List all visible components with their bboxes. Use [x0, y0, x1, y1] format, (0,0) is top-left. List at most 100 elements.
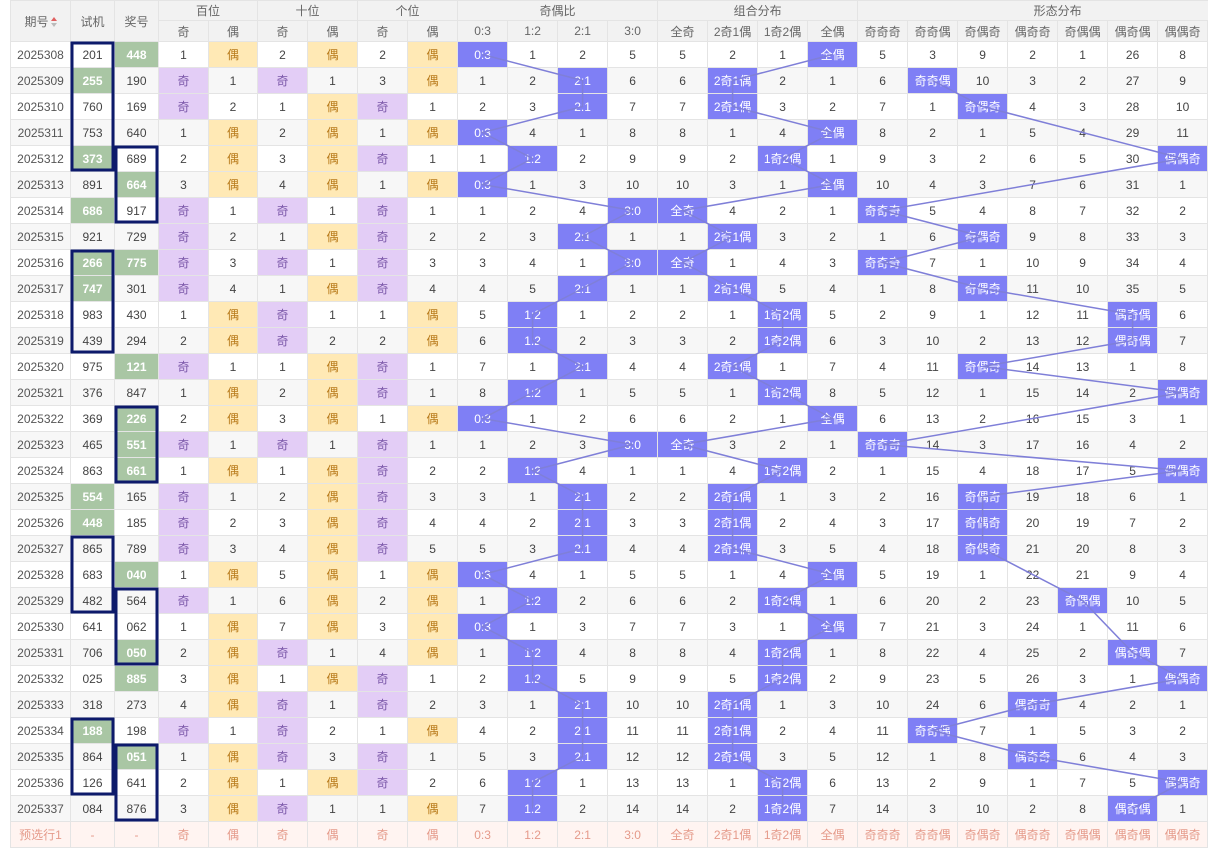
- data-cell: 1: [407, 93, 459, 120]
- data-cell: 14: [657, 795, 709, 822]
- period-cell: 2025313: [10, 171, 71, 198]
- prize-number-cell: 040: [114, 561, 159, 588]
- data-cell: 3: [957, 171, 1009, 198]
- data-cell: 1: [357, 301, 409, 328]
- prediction-option-cell[interactable]: 偶: [207, 821, 259, 848]
- data-cell: 27: [1107, 67, 1159, 94]
- period-header[interactable]: 期号: [10, 0, 71, 42]
- data-cell: 1: [707, 249, 759, 276]
- data-cell: 19: [907, 561, 959, 588]
- prediction-option-cell[interactable]: 奇偶奇: [957, 821, 1009, 848]
- prediction-option-cell[interactable]: 偶奇偶: [1107, 821, 1159, 848]
- data-cell: 9: [857, 145, 909, 172]
- prediction-test-cell[interactable]: -: [70, 821, 115, 848]
- data-cell: 偶: [407, 795, 459, 822]
- data-cell: 偶: [207, 145, 259, 172]
- table-row: 2025327 865 789 奇 3 4 偶奇 5 5 3 2:1 4 4 2奇1偶 3 5 4 18 奇偶奇 21…: [10, 535, 1208, 562]
- data-cell: 3: [907, 795, 959, 822]
- table-row: 2025331 706 050 2 偶奇 1 4 偶 1 1:2 4 8 8 4 1奇2偶 1 8 22 4 25 2 偶…: [10, 639, 1208, 666]
- data-cell: 8: [607, 639, 659, 666]
- data-cell: 1: [957, 249, 1009, 276]
- prediction-label[interactable]: 预选行1: [10, 821, 71, 848]
- data-cell: 4: [857, 353, 909, 380]
- prediction-option-cell[interactable]: 3:0: [607, 821, 659, 848]
- data-cell: 奇: [158, 67, 209, 94]
- prediction-option-cell[interactable]: 0:3: [457, 821, 509, 848]
- prize-number-cell: 664: [114, 171, 159, 198]
- data-cell: 1: [857, 457, 909, 484]
- data-cell: 偶: [407, 613, 459, 640]
- prediction-option-cell[interactable]: 奇奇偶: [907, 821, 959, 848]
- data-cell: 3: [807, 691, 859, 718]
- data-cell: 18: [907, 535, 959, 562]
- data-cell: 3: [1057, 93, 1109, 120]
- prediction-option-cell[interactable]: 偶奇奇: [1007, 821, 1059, 848]
- data-cell: 7: [607, 613, 659, 640]
- data-cell: 2:1: [557, 67, 609, 94]
- data-cell: 奇: [257, 691, 309, 718]
- data-cell: 10: [957, 795, 1009, 822]
- prediction-option-cell[interactable]: 奇: [357, 821, 409, 848]
- prediction-option-cell[interactable]: 偶偶奇: [1157, 821, 1208, 848]
- data-cell: 1: [357, 405, 409, 432]
- prediction-option-cell[interactable]: 奇: [257, 821, 309, 848]
- data-cell: 6: [657, 405, 709, 432]
- data-cell: 3: [1157, 535, 1208, 562]
- sort-icon[interactable]: [50, 16, 57, 27]
- data-cell: 2: [707, 327, 759, 354]
- data-cell: 奇偶偶: [1057, 587, 1109, 614]
- data-cell: 奇: [357, 665, 409, 692]
- prediction-option-cell[interactable]: 2:1: [557, 821, 609, 848]
- data-cell: 6: [607, 67, 659, 94]
- data-cell: 奇偶奇: [957, 509, 1009, 536]
- data-cell: 6: [1107, 483, 1159, 510]
- subheader-pattern-5: 偶奇偶: [1107, 20, 1159, 42]
- test-number-cell: 025: [70, 665, 115, 692]
- data-cell: 1: [757, 41, 809, 68]
- data-cell: 1: [507, 353, 559, 380]
- subheader-pattern-1: 奇奇偶: [907, 20, 959, 42]
- prediction-option-cell[interactable]: 2奇1偶: [707, 821, 759, 848]
- prediction-option-cell[interactable]: 1:2: [507, 821, 559, 848]
- data-cell: 奇: [357, 509, 409, 536]
- prediction-option-cell[interactable]: 全奇: [657, 821, 709, 848]
- data-cell: 偶: [307, 41, 359, 68]
- prize-number-cell: 729: [114, 223, 159, 250]
- prediction-option-cell[interactable]: 全偶: [807, 821, 859, 848]
- test-number-cell: 201: [70, 41, 115, 68]
- prediction-option-cell[interactable]: 奇偶偶: [1057, 821, 1109, 848]
- prize-number-cell: 885: [114, 665, 159, 692]
- data-cell: 4: [657, 535, 709, 562]
- data-cell: 2: [207, 509, 259, 536]
- prediction-option-cell[interactable]: 奇: [158, 821, 209, 848]
- period-cell: 2025330: [10, 613, 71, 640]
- prediction-option-cell[interactable]: 1奇2偶: [757, 821, 809, 848]
- data-cell: 偶: [307, 483, 359, 510]
- data-cell: 12: [657, 743, 709, 770]
- data-cell: 奇: [357, 353, 409, 380]
- data-cell: 6: [257, 587, 309, 614]
- data-cell: 偶: [307, 223, 359, 250]
- prediction-option-cell[interactable]: 奇奇奇: [857, 821, 909, 848]
- data-cell: 12: [857, 743, 909, 770]
- data-cell: 3: [607, 327, 659, 354]
- test-number-cell: 753: [70, 119, 115, 146]
- subheader-ratio-2: 2:1: [557, 20, 609, 42]
- table-row: 2025329 482 564 奇 1 6 偶 2 偶 1 1:2 2 6 6 2 1奇2偶 1 6 20 2 23 奇偶…: [10, 587, 1208, 614]
- data-cell: 奇奇奇: [857, 431, 909, 458]
- data-cell: 奇: [357, 249, 409, 276]
- data-cell: 1: [1107, 665, 1159, 692]
- prediction-option-cell[interactable]: 偶: [307, 821, 359, 848]
- data-cell: 奇偶奇: [957, 483, 1009, 510]
- data-cell: 奇: [357, 691, 409, 718]
- data-cell: 偶: [407, 41, 459, 68]
- prediction-option-cell[interactable]: 偶: [407, 821, 459, 848]
- data-cell: 1奇2偶: [757, 795, 809, 822]
- data-cell: 13: [907, 405, 959, 432]
- data-cell: 奇: [257, 301, 309, 328]
- data-cell: 2: [457, 457, 509, 484]
- data-cell: 1: [307, 197, 359, 224]
- prediction-row[interactable]: 预选行1- - 奇偶奇偶奇偶 0:3 1:2 2:1 3:0 全奇 2奇1偶 1奇2偶 全偶 奇奇奇奇…: [10, 821, 1208, 848]
- prediction-prize-cell[interactable]: -: [114, 821, 159, 848]
- data-cell: 25: [1007, 639, 1059, 666]
